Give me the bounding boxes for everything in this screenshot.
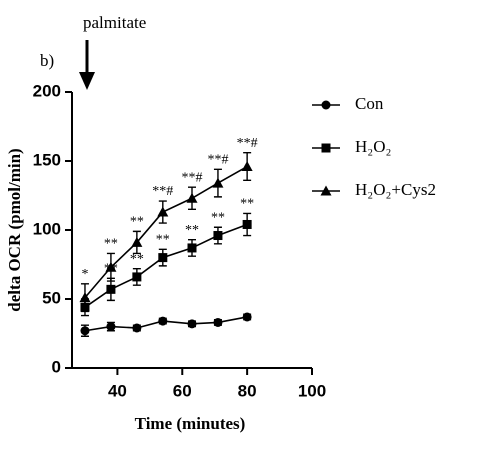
legend-label: H₂O₂	[355, 137, 391, 156]
data-point	[132, 272, 142, 282]
data-point	[242, 219, 252, 229]
significance-label: **#	[207, 152, 228, 167]
data-point	[105, 261, 117, 272]
y-tick-label: 0	[52, 357, 61, 376]
data-point	[131, 236, 143, 247]
significance-label: *	[81, 267, 88, 282]
x-tick-label: 100	[298, 381, 326, 400]
y-axis-title: delta OCR (pmol/min)	[5, 148, 24, 311]
y-tick-label: 50	[42, 288, 61, 307]
data-point	[187, 319, 197, 329]
y-tick-label: 150	[33, 150, 61, 169]
legend-label: H₂O₂+Cys2	[355, 180, 436, 199]
data-point	[106, 284, 116, 294]
significance-label: **	[130, 215, 144, 230]
legend-marker	[321, 143, 331, 153]
x-tick-label: 60	[173, 381, 192, 400]
significance-label: **	[240, 197, 254, 212]
data-point	[80, 326, 90, 336]
x-axis-title: Time (minutes)	[135, 414, 246, 433]
data-point	[213, 231, 223, 241]
significance-label: **#	[182, 170, 203, 185]
panel-label: b)	[40, 51, 54, 70]
legend-marker	[320, 185, 332, 196]
significance-label: **	[130, 252, 144, 267]
y-tick-label: 200	[33, 81, 61, 100]
data-point	[187, 243, 197, 253]
significance-label: **#	[237, 136, 258, 151]
y-tick-label: 100	[33, 219, 61, 238]
significance-label: **	[156, 233, 170, 248]
arrow-head	[79, 72, 95, 90]
significance-label: **	[211, 210, 225, 225]
x-tick-label: 80	[238, 381, 257, 400]
data-point	[242, 312, 252, 322]
data-point	[241, 161, 253, 172]
legend-marker	[321, 100, 331, 110]
data-point	[212, 177, 224, 188]
significance-label: **	[104, 237, 118, 252]
data-point	[158, 316, 168, 326]
data-point	[132, 323, 142, 333]
significance-label: **#	[152, 184, 173, 199]
data-point	[158, 253, 168, 263]
data-point	[106, 322, 116, 332]
data-point	[79, 292, 91, 303]
significance-label: **	[185, 223, 199, 238]
data-point	[213, 317, 223, 327]
data-point	[186, 192, 198, 203]
x-tick-label: 40	[108, 381, 127, 400]
data-point	[157, 206, 169, 217]
annotation: palmitate	[83, 13, 146, 32]
legend-label: Con	[355, 94, 384, 113]
